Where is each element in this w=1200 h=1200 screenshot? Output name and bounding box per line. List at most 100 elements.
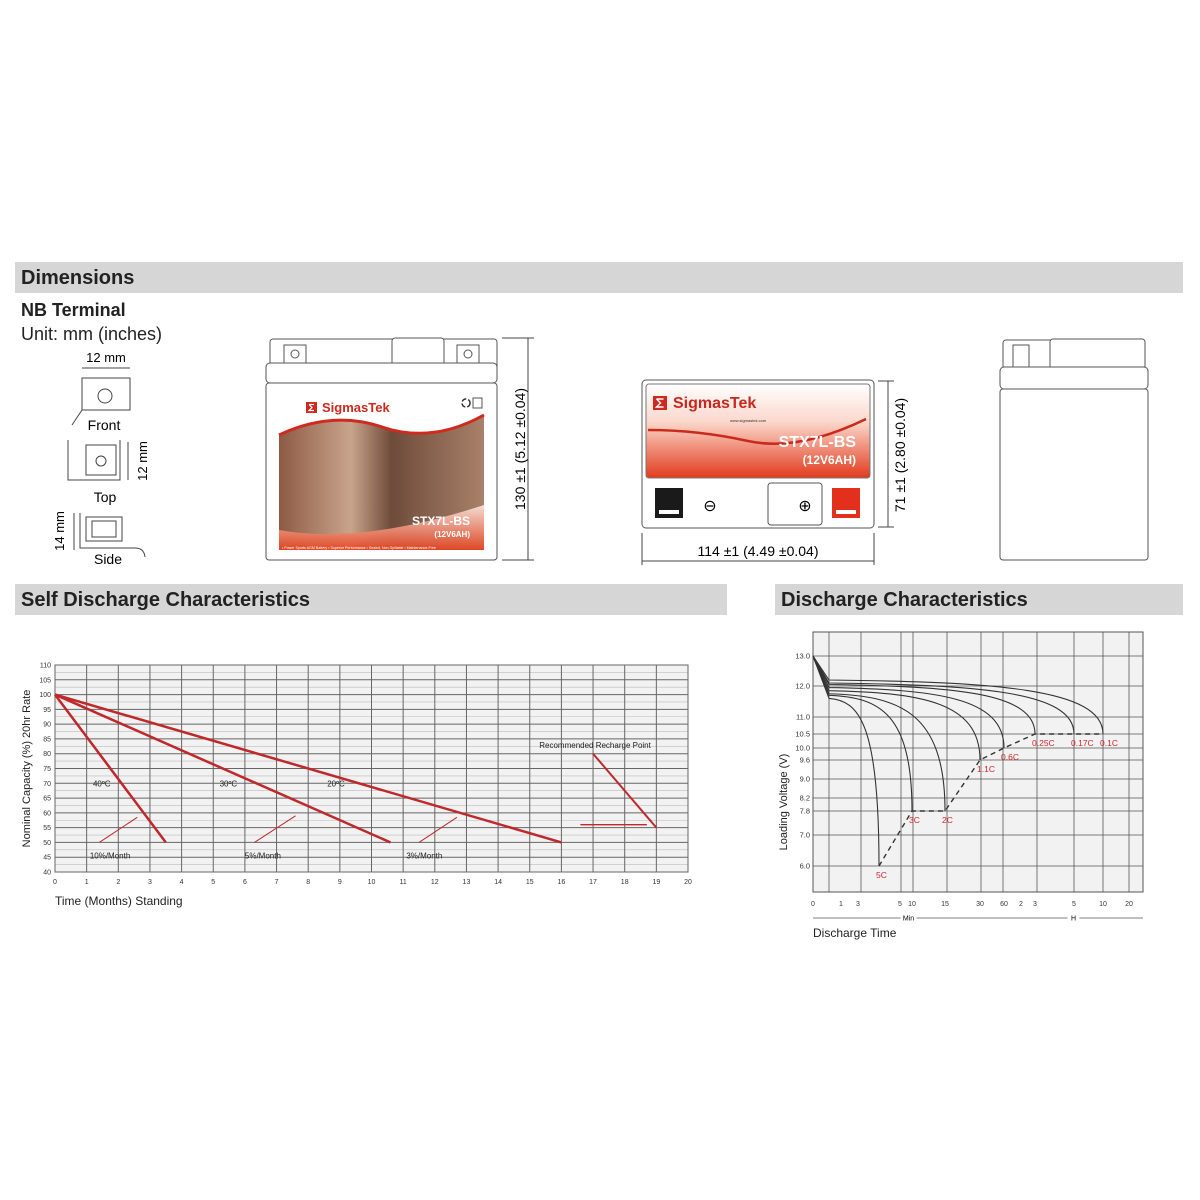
y-tick-label: 80 bbox=[43, 751, 51, 758]
unit-bg bbox=[1067, 914, 1080, 922]
y-axis-label: Loading Voltage (V) bbox=[778, 754, 790, 851]
y-tick-label: 8.2 bbox=[800, 794, 810, 803]
y-tick-label: 10.0 bbox=[795, 744, 810, 753]
x-tick-label: 10 bbox=[908, 901, 916, 908]
x-tick-label: 3 bbox=[1033, 901, 1037, 908]
y-tick-label: 45 bbox=[43, 855, 51, 862]
recycle-icon bbox=[461, 398, 471, 408]
battery-front-view: SigmasTek STX7L-BS (12V6AH) • Power Spor… bbox=[265, 337, 534, 561]
x-tick-label: 0 bbox=[53, 879, 57, 886]
y-tick-label: 9.6 bbox=[800, 756, 810, 765]
x-tick-label: 9 bbox=[338, 879, 342, 886]
side-text: Side bbox=[94, 551, 122, 567]
x-tick-label: 1 bbox=[85, 879, 89, 886]
positive-symbol-icon: ⊕ bbox=[798, 498, 811, 515]
cutoff-voltage-line bbox=[878, 733, 1103, 867]
y-tick-label: 75 bbox=[43, 766, 51, 773]
x-tick-label: 3 bbox=[856, 901, 860, 908]
discharge-curve-0.1C bbox=[812, 655, 1104, 735]
series-line-30ºC bbox=[54, 693, 391, 844]
unit-bg bbox=[900, 914, 917, 922]
x-tick-label: 19 bbox=[652, 879, 660, 886]
rate-label: 1.1C bbox=[977, 764, 995, 774]
discharge-curve-5C bbox=[812, 655, 880, 867]
rate-arrow bbox=[254, 815, 296, 843]
y-tick-label: 9.0 bbox=[800, 775, 810, 784]
terminal-diagram: 12 mm Front 12 mm Top 14 mm Side bbox=[52, 350, 150, 567]
x-tick-label: 15 bbox=[941, 901, 949, 908]
height-dimension: 130 ±1 (5.12 ±0.04) bbox=[512, 388, 528, 510]
rate-arrow bbox=[418, 816, 458, 843]
discharge-curve-3C bbox=[812, 655, 913, 812]
brand-logo: SigmasTek bbox=[322, 400, 390, 415]
rate-label: 0.6C bbox=[1001, 752, 1019, 762]
discharge-curve-2C bbox=[812, 655, 946, 812]
x-tick-label: 15 bbox=[526, 879, 534, 886]
y-tick-label: 7.8 bbox=[800, 807, 810, 816]
height-label: 12 mm bbox=[135, 441, 150, 481]
x-tick-label: 0 bbox=[811, 901, 815, 908]
x-tick-label: 5 bbox=[1072, 901, 1076, 908]
x-tick-label: 30 bbox=[976, 901, 984, 908]
x-tick-label: 18 bbox=[621, 879, 629, 886]
discharge-curve-0.6C bbox=[812, 655, 1005, 749]
rate-label: 0.25C bbox=[1032, 738, 1055, 748]
x-tick-label: 5 bbox=[211, 879, 215, 886]
discharge-curve-0.17C bbox=[812, 655, 1075, 735]
website-text: www.sigmastek.com bbox=[730, 418, 767, 423]
x-tick-label: 5 bbox=[898, 901, 902, 908]
y-tick-label: 95 bbox=[43, 707, 51, 714]
dimensions-header: Dimensions bbox=[15, 262, 1183, 293]
rate-arrow bbox=[99, 816, 138, 843]
rate-label: 2C bbox=[942, 815, 953, 825]
y-tick-label: 85 bbox=[43, 736, 51, 743]
y-tick-label: 105 bbox=[39, 677, 51, 684]
series-line-20ºC bbox=[54, 693, 562, 844]
rate-label: 5C bbox=[876, 870, 887, 880]
x-tick-label: 17 bbox=[589, 879, 597, 886]
y-tick-label: 13.0 bbox=[795, 652, 810, 661]
length-dimension: 114 ±1 (4.49 ±0.04) bbox=[698, 543, 819, 559]
y-tick-label: 55 bbox=[43, 825, 51, 832]
rate-label: 10%/Month bbox=[90, 852, 130, 861]
unit-min-label: Min bbox=[903, 916, 914, 923]
y-tick-label: 7.0 bbox=[800, 831, 810, 840]
unit-h-label: H bbox=[1071, 916, 1076, 923]
x-tick-label: 12 bbox=[431, 879, 439, 886]
battery-side-view bbox=[999, 338, 1149, 561]
x-tick-label: 1 bbox=[839, 901, 843, 908]
self-discharge-header: Self Discharge Characteristics bbox=[15, 584, 727, 615]
x-tick-label: 6 bbox=[243, 879, 247, 886]
x-tick-label: 3 bbox=[148, 879, 152, 886]
width-label: 12 mm bbox=[86, 350, 126, 365]
unit-label: Unit: mm (inches) bbox=[21, 324, 163, 344]
spec-label: (12V6AH) bbox=[434, 530, 470, 539]
x-tick-label: 10 bbox=[1099, 901, 1107, 908]
features-text: • Power Sports AGM Battery • Superior Pe… bbox=[282, 546, 436, 550]
terminal-title: NB Terminal bbox=[21, 300, 126, 320]
y-tick-label: 6.0 bbox=[800, 862, 810, 871]
depth-dimension: 71 ±1 (2.80 ±0.04) bbox=[892, 398, 908, 512]
x-axis-label: Time (Months) Standing bbox=[55, 894, 183, 908]
x-tick-label: 8 bbox=[306, 879, 310, 886]
recharge-annotation: Recommended Recharge Point bbox=[539, 741, 651, 750]
x-tick-label: 13 bbox=[463, 879, 471, 886]
x-tick-label: 20 bbox=[684, 879, 692, 886]
discharge-chart: 13.0 12.0 11.0 10.5 10.0 9.6 9.0 8.2 7.8 7.0 6.0 0 1… bbox=[778, 631, 1144, 940]
x-tick-label: 10 bbox=[368, 879, 376, 886]
section-title: Dimensions bbox=[21, 267, 135, 289]
brand-logo: SigmasTek bbox=[673, 395, 756, 412]
y-tick-label: 60 bbox=[43, 810, 51, 817]
series-label: 20ºC bbox=[327, 779, 345, 788]
y-tick-label: 11.0 bbox=[796, 713, 810, 722]
rate-label: 0.17C bbox=[1071, 738, 1094, 748]
discharge-header: Discharge Characteristics bbox=[775, 584, 1183, 615]
rate-label: 3%/Month bbox=[406, 852, 442, 861]
y-tick-label: 50 bbox=[43, 840, 51, 847]
y-tick-label: 10.5 bbox=[795, 730, 810, 739]
y-tick-label: 12.0 bbox=[795, 682, 810, 691]
side-label: 14 mm bbox=[52, 511, 67, 551]
x-tick-label: 7 bbox=[275, 879, 279, 886]
top-label: Top bbox=[94, 489, 117, 505]
y-tick-label: 100 bbox=[39, 692, 51, 699]
